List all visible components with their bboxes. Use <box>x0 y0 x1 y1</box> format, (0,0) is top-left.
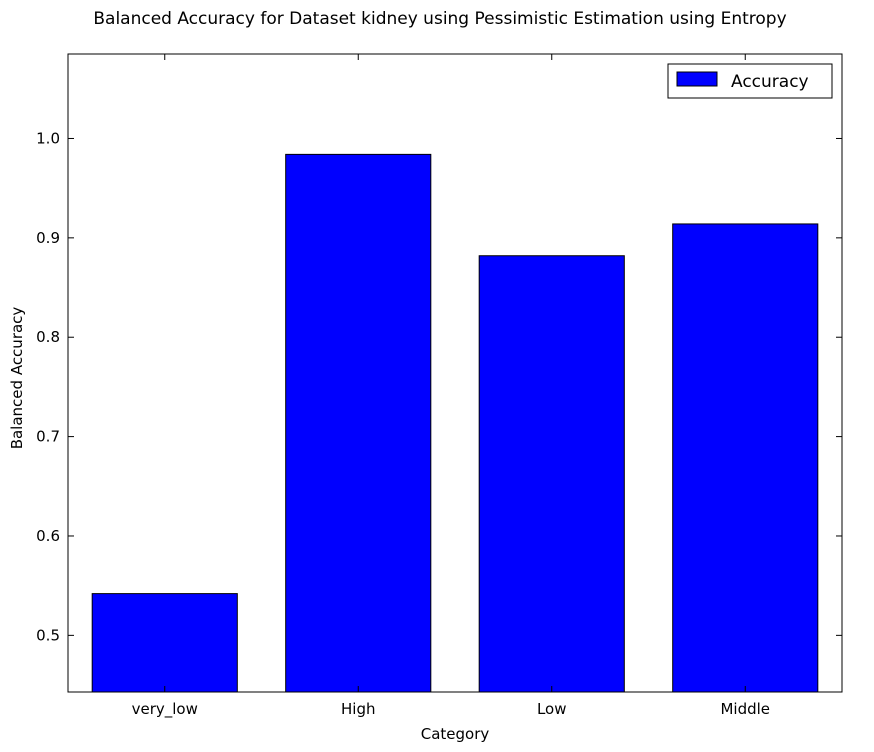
bar-Middle <box>672 223 819 693</box>
y-tick-label: 1.0 <box>36 129 60 147</box>
bar-High <box>285 153 432 693</box>
y-tick-label: 0.7 <box>36 428 60 446</box>
bars-group <box>91 153 819 693</box>
plot-frame <box>67 53 843 693</box>
bar-Low <box>478 255 625 693</box>
x-axis-label: Category <box>421 725 490 743</box>
y-axis-ticks: 0.5 0.6 0.7 0.8 0.9 1.0 <box>36 129 842 644</box>
legend: Accuracy <box>667 63 833 99</box>
legend-swatch <box>676 71 718 87</box>
y-tick-label: 0.6 <box>36 527 60 545</box>
x-tick-label: High <box>341 700 375 718</box>
legend-label: Accuracy <box>731 72 809 92</box>
x-tick-label: Low <box>537 700 567 718</box>
y-tick-label: 0.5 <box>36 626 60 644</box>
y-axis-label: Balanced Accuracy <box>8 307 26 450</box>
x-tick-label: very_low <box>132 700 198 719</box>
y-tick-label: 0.9 <box>36 229 60 247</box>
x-axis-ticks: very_low High Low Middle <box>132 54 770 719</box>
chart-title: Balanced Accuracy for Dataset kidney usi… <box>93 9 786 29</box>
bar-very_low <box>91 593 238 693</box>
y-tick-label: 0.8 <box>36 328 60 346</box>
x-tick-label: Middle <box>720 700 770 718</box>
